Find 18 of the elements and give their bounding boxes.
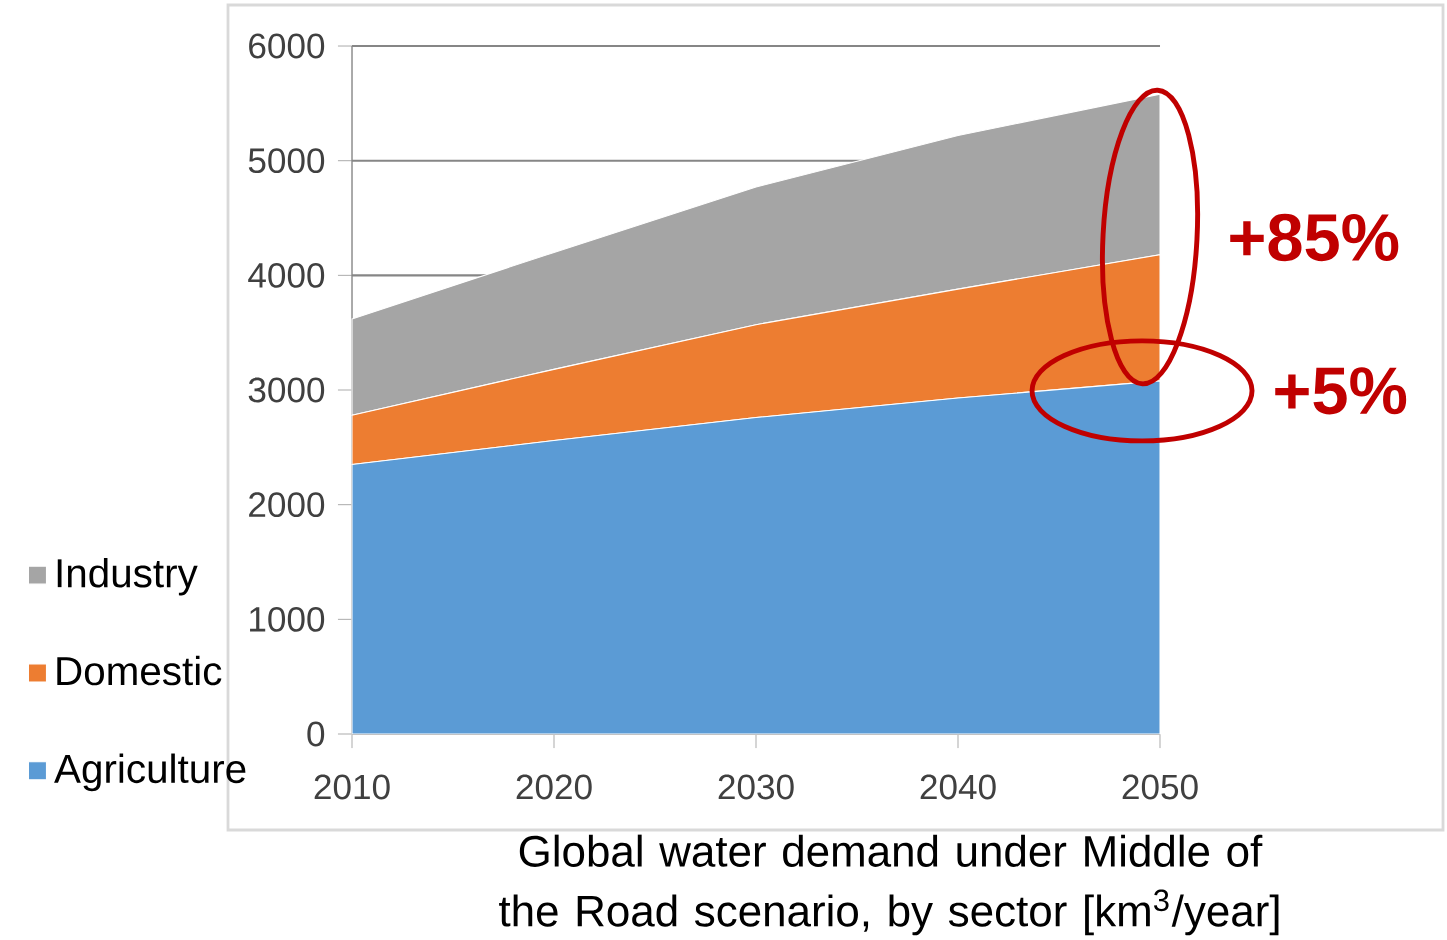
y-tick-label: 3000 <box>248 377 325 403</box>
y-tick-label: 1000 <box>250 606 325 632</box>
legend-label: Domestic <box>57 655 222 686</box>
x-tick-label: 2010 <box>314 774 390 800</box>
y-tick-label: 5000 <box>248 148 325 174</box>
y-tick-label: 2000 <box>249 492 325 518</box>
legend-label: Industry <box>57 557 198 596</box>
x-tick-label: 2040 <box>920 774 996 800</box>
y-tick-label: 6000 <box>249 33 325 59</box>
x-tick-label: 2050 <box>1122 774 1198 800</box>
x-tick-label: 2020 <box>516 774 592 800</box>
y-tick-label: 0 <box>307 721 325 747</box>
y-tick-label: 4000 <box>248 262 325 288</box>
x-tick-label: 2030 <box>718 774 794 800</box>
text: +5% <box>1275 367 1407 415</box>
text: +85% <box>1230 213 1399 262</box>
text: Global water demand under Middle of the Road scenario, by sector [km$^{3}$/year] <box>499 834 1279 936</box>
legend-label: Agriculture <box>54 753 246 792</box>
